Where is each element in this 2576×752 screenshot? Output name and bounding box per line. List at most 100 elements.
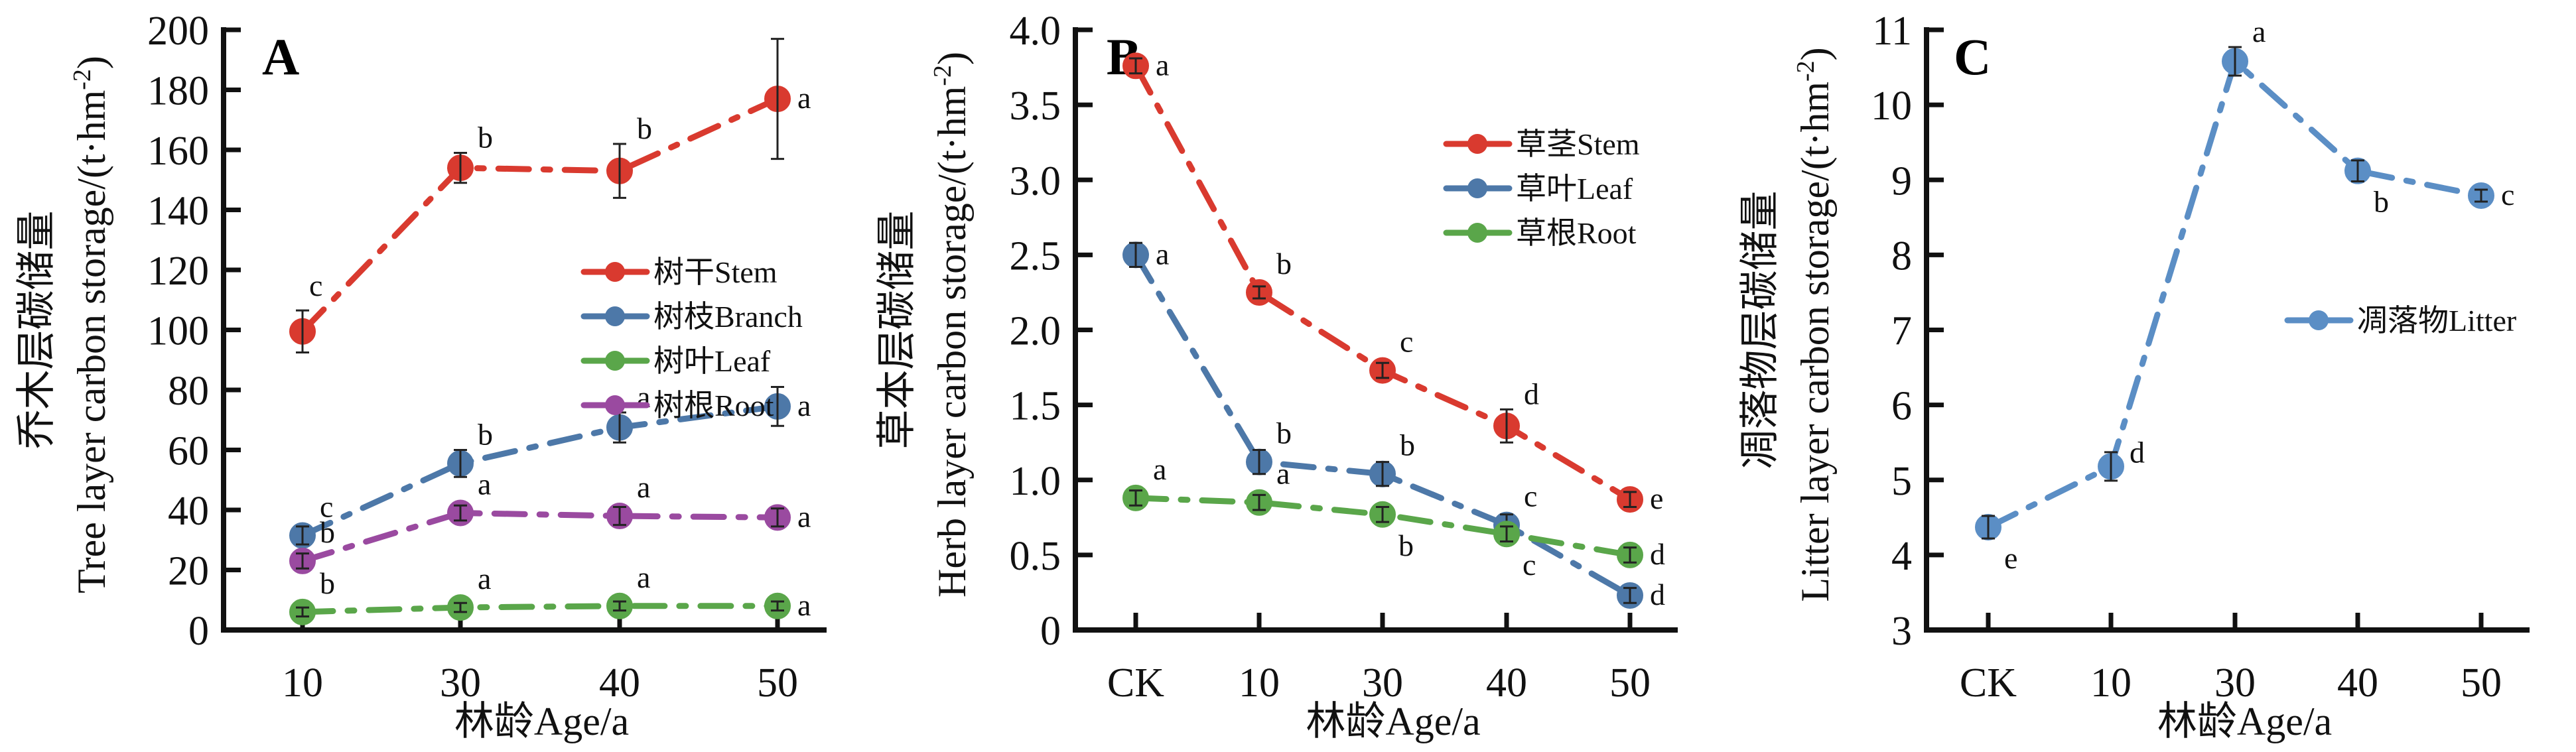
legend-label: 树叶Leaf — [653, 344, 771, 378]
series-0: c b b a — [289, 38, 811, 353]
series-1: a b b c d — [1122, 237, 1665, 611]
x-tick-label: 50 — [2461, 660, 2502, 706]
x-tick-label: CK — [1107, 660, 1164, 706]
series-2: a a b c d — [1122, 452, 1665, 582]
panel-letter: C — [1954, 28, 1991, 86]
y-tick-label: 80 — [168, 369, 209, 414]
significance-letter: e — [1650, 481, 1663, 515]
x-tick-label: CK — [1960, 660, 2017, 706]
legend-marker — [1467, 178, 1487, 198]
legend-item: 草根Root — [1443, 216, 1637, 250]
x-axis-title: 林龄Age/a — [2157, 700, 2332, 743]
legend-item: 草叶Leaf — [1443, 172, 1633, 206]
legend-item: 树枝Branch — [580, 300, 803, 334]
y-tick-label: 9 — [1891, 158, 1912, 204]
y-axis-title-cn: 乔木层碳储量 — [15, 211, 58, 450]
legend-marker — [1467, 223, 1487, 243]
y-axis-title-superscript: -2 — [1792, 60, 1820, 82]
y-tick-label: 3.0 — [1010, 158, 1061, 204]
legend-item: 树干Stem — [580, 255, 778, 289]
significance-letter: b — [1398, 529, 1414, 562]
y-tick-label: 140 — [147, 189, 209, 234]
y-axis-title-tail: ) — [70, 56, 113, 69]
significance-letter: a — [797, 499, 811, 533]
y-axis-title-tail: ) — [930, 52, 974, 65]
y-axis-title-en: Herb layer carbon storage/(t·hm-2) — [929, 52, 974, 597]
significance-letter: a — [478, 562, 491, 595]
significance-letter: b — [478, 418, 493, 452]
significance-letter: a — [1276, 457, 1290, 491]
significance-letter: a — [637, 380, 650, 414]
y-axis-title-en-main: Herb layer carbon storage/(t·hm — [930, 86, 974, 597]
y-tick-label: 3 — [1891, 609, 1912, 654]
series-line — [299, 603, 781, 615]
y-tick-label: 0 — [188, 609, 209, 654]
legend-item: 树根Root — [580, 389, 774, 422]
y-tick-label: 2.5 — [1010, 233, 1061, 279]
significance-letter: c — [2501, 178, 2514, 212]
y-tick-label: 10 — [1871, 84, 1912, 129]
series-line — [299, 95, 781, 335]
significance-letter: b — [1276, 247, 1292, 281]
significance-letter: a — [797, 389, 811, 422]
y-axis-title-cn: 草本层碳储量 — [875, 211, 919, 450]
y-tick-label: 11 — [1872, 9, 1912, 54]
significance-letter: c — [309, 269, 322, 302]
panel-c: 3 4 5 6 7 8 9 10 11 CK 10 30 40 50 林龄Age/a 凋落物层碳储量 Litte… — [1738, 9, 2530, 743]
significance-letter: e — [2004, 541, 2017, 575]
significance-letter: b — [478, 121, 493, 155]
x-tick-label: 40 — [2337, 660, 2378, 706]
series-line — [299, 403, 781, 538]
legend-label: 草根Root — [1516, 216, 1637, 250]
y-tick-label: 2.0 — [1010, 309, 1061, 354]
legend-marker — [605, 262, 625, 282]
y-axis-title-en: Tree layer carbon storage/(t·hm-2) — [68, 56, 113, 594]
legend-marker — [2309, 310, 2329, 330]
y-axis-title-en-main: Litter layer carbon storage/(t·hm — [1793, 82, 1837, 602]
y-tick-label: 0 — [1040, 609, 1061, 654]
significance-letter: d — [1650, 578, 1665, 611]
x-tick-label: 50 — [1609, 660, 1651, 706]
panel-b: 0 0.5 1.0 1.5 2.0 2.5 3.0 3.5 4.0 CK 10 30 40 50 林龄Age… — [875, 9, 1678, 743]
y-tick-label: 3.5 — [1010, 84, 1061, 129]
legend-marker — [605, 306, 625, 326]
significance-letter: d — [2130, 435, 2145, 469]
significance-letter: b — [2374, 185, 2389, 219]
y-axis-title-cn: 凋落物层碳储量 — [1738, 191, 1782, 470]
y-tick-label: 100 — [147, 309, 209, 354]
x-tick-label: 40 — [1486, 660, 1527, 706]
y-tick-label: 60 — [168, 429, 209, 474]
x-tick-label: 40 — [599, 660, 640, 706]
x-tick-label: 30 — [2214, 660, 2256, 706]
significance-letter: d — [1524, 377, 1539, 410]
series-3: b a a a — [289, 468, 811, 574]
legend-label: 草茎Stem — [1516, 127, 1640, 161]
y-tick-label: 7 — [1891, 309, 1912, 354]
x-tick-label: 50 — [757, 660, 798, 706]
series-line — [1985, 56, 2484, 531]
legend-label: 树干Stem — [653, 255, 778, 289]
y-tick-label: 180 — [147, 69, 209, 114]
x-tick-label: 30 — [1362, 660, 1403, 706]
y-tick-label: 6 — [1891, 384, 1912, 429]
significance-letter: a — [1156, 237, 1169, 271]
significance-letter: a — [1153, 452, 1166, 486]
y-tick-label: 40 — [168, 489, 209, 534]
y-tick-label: 160 — [147, 129, 209, 174]
y-tick-label: 120 — [147, 249, 209, 294]
significance-letter: a — [478, 468, 491, 501]
significance-letter: b — [320, 515, 335, 549]
significance-letter: c — [1523, 548, 1536, 582]
series-1: cba a — [289, 380, 811, 549]
x-axis-title: 林龄Age/a — [454, 700, 629, 743]
x-tick-label: 30 — [440, 660, 481, 706]
significance-letter: c — [1524, 479, 1537, 513]
y-axis-title-superscript: -2 — [929, 65, 957, 86]
significance-letter: c — [320, 489, 333, 523]
legend-label: 凋落物Litter — [2357, 304, 2516, 338]
significance-letter: c — [1400, 325, 1413, 359]
y-axis-title-en-main: Tree layer carbon storage/(t·hm — [70, 90, 113, 594]
x-tick-label: 10 — [2090, 660, 2132, 706]
significance-letter: a — [637, 560, 650, 594]
series-line — [299, 510, 781, 564]
